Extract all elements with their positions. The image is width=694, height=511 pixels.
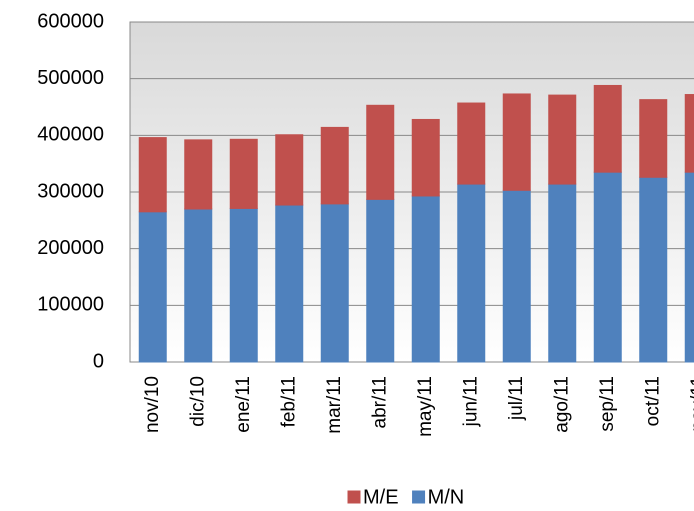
bar-segment	[411, 118, 440, 197]
bar-segment	[320, 126, 349, 205]
x-tick: may/11	[415, 376, 436, 437]
legend-swatch	[412, 490, 426, 504]
bar-segment	[548, 183, 577, 363]
bar-segment	[366, 104, 395, 200]
bar-segment	[184, 208, 213, 363]
y-tick-label: 200000	[37, 237, 104, 259]
bar-segment	[457, 183, 486, 363]
x-tick-label: jun/11	[460, 376, 481, 427]
legend-swatch	[347, 490, 361, 504]
bar-segment	[229, 207, 258, 363]
x-tick: nov/10	[142, 376, 163, 433]
x-tick-label: feb/11	[278, 376, 299, 427]
y-tick-label: 600000	[37, 10, 104, 32]
bar-segment	[593, 171, 622, 363]
x-tick-label: jul/11	[506, 376, 527, 421]
x-tick-label: ago/11	[551, 376, 572, 433]
bar-segment	[684, 171, 694, 363]
x-tick-label: dic/10	[187, 376, 208, 427]
bar-segment	[639, 99, 668, 178]
x-tick-label: nov/10	[142, 376, 163, 433]
x-tick-label: may/11	[415, 376, 436, 437]
x-tick-label: mar/11	[324, 376, 345, 434]
x-tick: jun/11	[460, 376, 481, 427]
bar-segment	[593, 84, 622, 173]
bar-segment	[502, 189, 531, 363]
bar-segment	[684, 94, 694, 173]
x-tick-label: oct/11	[642, 376, 663, 426]
x-tick-label: sep/11	[597, 376, 618, 432]
bar-segment	[138, 211, 167, 363]
x-tick: ene/11	[233, 376, 254, 433]
x-tick-label: nov/11	[688, 376, 694, 432]
x-tick: feb/11	[278, 376, 299, 427]
bar-segment	[320, 203, 349, 363]
x-tick: mar/11	[324, 376, 345, 434]
x-tick: oct/11	[642, 376, 663, 426]
x-tick-label: ene/11	[233, 376, 254, 433]
bar-segment	[411, 195, 440, 363]
y-tick-label: 100000	[37, 294, 104, 316]
bar-segment	[639, 176, 668, 363]
bar-segment	[184, 139, 213, 210]
y-tick-label: 0	[93, 350, 104, 372]
x-tick: sep/11	[597, 376, 618, 432]
legend-label: M/N	[428, 486, 465, 508]
y-tick-label: 400000	[37, 124, 104, 146]
x-tick: jul/11	[506, 376, 527, 421]
bar-segment	[502, 93, 531, 191]
y-tick-label: 300000	[37, 180, 104, 202]
bar-segment	[275, 134, 304, 206]
x-tick: nov/11	[688, 376, 694, 432]
x-tick-label: abr/11	[369, 376, 390, 428]
legend-label: M/E	[363, 486, 399, 508]
bar-segment	[457, 102, 486, 185]
x-tick: abr/11	[369, 376, 390, 428]
x-tick: dic/10	[187, 376, 208, 427]
bar-segment	[548, 94, 577, 185]
y-tick-label: 500000	[37, 67, 104, 89]
bar-segment	[366, 198, 395, 363]
bar-segment	[229, 138, 258, 209]
x-tick: ago/11	[551, 376, 572, 433]
bar-segment	[275, 204, 304, 363]
bar-segment	[138, 137, 167, 213]
